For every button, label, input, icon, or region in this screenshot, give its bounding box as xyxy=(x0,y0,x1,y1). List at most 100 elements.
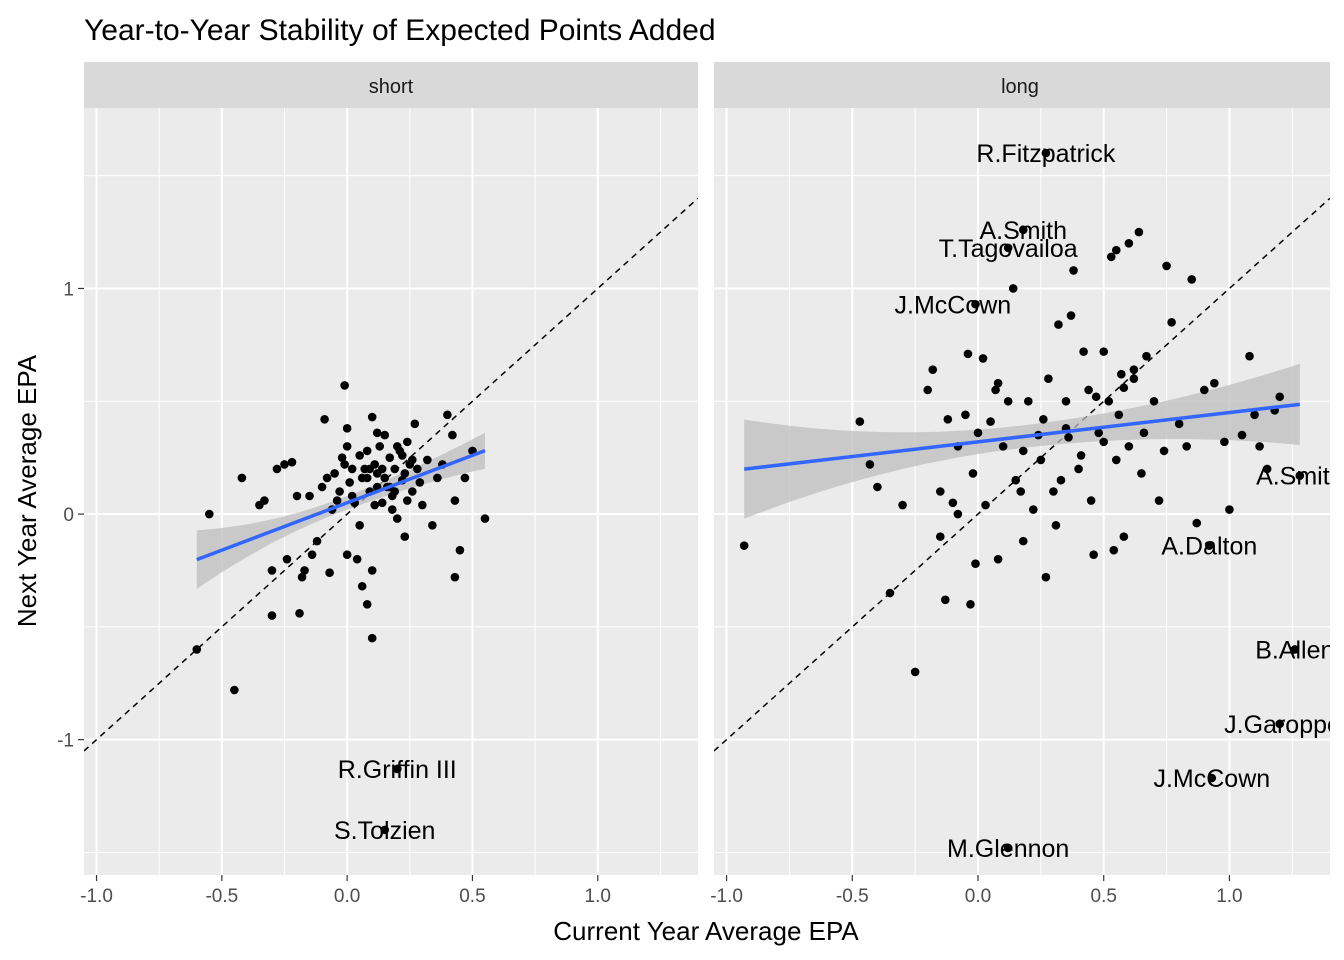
data-point xyxy=(971,299,980,309)
facet-strip-label: long xyxy=(1001,76,1039,98)
data-point xyxy=(272,464,282,474)
data-point xyxy=(380,825,390,835)
data-point xyxy=(973,428,983,438)
data-point xyxy=(1210,378,1219,388)
data-point xyxy=(1076,451,1086,460)
data-point xyxy=(1018,225,1028,235)
data-point xyxy=(408,487,417,496)
data-point xyxy=(986,417,995,426)
point-label: J.Garoppolo xyxy=(1224,711,1344,739)
data-point xyxy=(1036,455,1046,465)
data-point xyxy=(1137,469,1146,478)
facet-panel-long: long R.FitzpatrickA.SmithT.TagovailoaJ.M… xyxy=(710,62,1344,907)
data-point xyxy=(1069,266,1078,275)
data-point xyxy=(971,559,980,568)
data-point xyxy=(966,599,975,609)
data-point xyxy=(1154,496,1164,505)
data-point xyxy=(1084,385,1093,395)
data-point xyxy=(1018,446,1028,456)
y-tick-label: 0 xyxy=(63,505,74,526)
y-axis-title: Next Year Average EPA xyxy=(12,354,42,627)
data-point xyxy=(961,410,970,420)
data-point xyxy=(1119,383,1129,393)
data-point xyxy=(352,554,362,564)
data-point xyxy=(408,455,417,465)
data-point xyxy=(935,532,945,541)
data-point xyxy=(1245,351,1254,361)
data-point xyxy=(941,595,950,605)
data-point xyxy=(337,453,347,462)
data-point xyxy=(413,464,422,474)
y-tick-label: -1 xyxy=(57,731,74,752)
data-point xyxy=(1262,464,1272,474)
data-point xyxy=(1049,487,1058,496)
data-point xyxy=(410,419,420,429)
data-point xyxy=(1056,475,1066,485)
y-axis-ticks: -1 0 1 xyxy=(57,279,84,752)
data-point xyxy=(450,496,460,505)
identity-reference-line xyxy=(714,197,1330,752)
point-label: A.Smith xyxy=(979,217,1067,245)
data-point xyxy=(347,491,357,501)
data-point xyxy=(1018,536,1028,546)
data-point xyxy=(1187,275,1197,284)
data-point xyxy=(287,457,297,467)
data-point xyxy=(1041,148,1051,158)
data-point xyxy=(342,424,352,433)
data-point xyxy=(342,550,352,559)
gridlines xyxy=(84,108,698,875)
x-tick-label: 0.0 xyxy=(334,886,360,907)
data-point xyxy=(1089,550,1098,559)
facet-panel-short: short R.Griffin III S.Tolzien -1.0 -0.5 0.0… xyxy=(57,62,698,907)
data-point xyxy=(1237,430,1247,440)
data-point xyxy=(998,442,1008,451)
data-point xyxy=(370,500,380,510)
gridlines xyxy=(714,108,1330,875)
data-point xyxy=(1159,446,1169,456)
x-axis-ticks: -1.0 -0.5 0.0 0.5 1.0 xyxy=(710,875,1243,907)
data-point xyxy=(1111,455,1121,465)
data-point xyxy=(1003,243,1013,253)
data-point xyxy=(380,430,390,440)
point-label: S.Tolzien xyxy=(334,817,435,845)
data-point xyxy=(1099,437,1109,447)
data-point xyxy=(991,385,1000,395)
data-point xyxy=(387,505,397,514)
x-tick-label: 1.0 xyxy=(585,886,611,907)
facet-strip-long xyxy=(714,62,1330,108)
data-point xyxy=(357,581,367,591)
data-point xyxy=(978,354,988,363)
data-point xyxy=(993,378,1003,388)
data-point xyxy=(392,764,402,774)
data-point xyxy=(340,381,349,390)
data-point xyxy=(312,536,322,546)
data-point xyxy=(1111,245,1121,255)
x-tick-label: -0.5 xyxy=(836,886,869,907)
data-point xyxy=(377,464,387,474)
data-point xyxy=(948,498,958,508)
x-axis-title: Current Year Average EPA xyxy=(553,916,859,946)
data-point xyxy=(380,473,390,483)
data-point xyxy=(855,417,865,426)
data-point xyxy=(330,469,339,478)
data-point xyxy=(1029,505,1038,514)
data-point xyxy=(342,442,352,451)
data-point xyxy=(317,482,327,492)
x-tick-label: -1.0 xyxy=(80,886,113,907)
data-point xyxy=(397,451,407,460)
data-point xyxy=(1016,487,1026,496)
data-point xyxy=(355,451,364,460)
data-point xyxy=(480,514,490,523)
data-point xyxy=(295,609,304,618)
data-point xyxy=(1086,496,1096,505)
data-point xyxy=(1008,284,1018,293)
data-point xyxy=(428,521,437,530)
data-point xyxy=(230,685,239,695)
data-point xyxy=(1174,419,1184,429)
data-point xyxy=(1119,532,1129,541)
data-point xyxy=(865,460,875,469)
data-layer: R.FitzpatrickA.SmithT.TagovailoaJ.McCown… xyxy=(714,140,1344,863)
data-point xyxy=(362,446,372,456)
data-layer: R.Griffin III S.Tolzien xyxy=(84,197,698,845)
data-point xyxy=(1220,437,1229,447)
